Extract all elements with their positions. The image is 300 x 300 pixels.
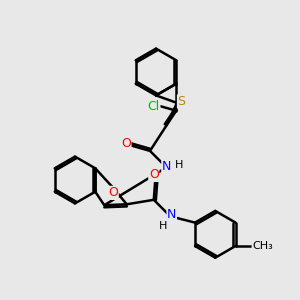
Text: H: H — [175, 160, 183, 170]
Text: N: N — [167, 208, 176, 221]
Text: O: O — [108, 186, 118, 200]
Text: N: N — [162, 160, 171, 173]
Text: O: O — [149, 168, 159, 182]
Text: S: S — [178, 95, 185, 108]
Text: CH₃: CH₃ — [252, 241, 273, 251]
Text: O: O — [121, 137, 131, 150]
Text: H: H — [159, 221, 167, 231]
Text: Cl: Cl — [148, 100, 160, 113]
